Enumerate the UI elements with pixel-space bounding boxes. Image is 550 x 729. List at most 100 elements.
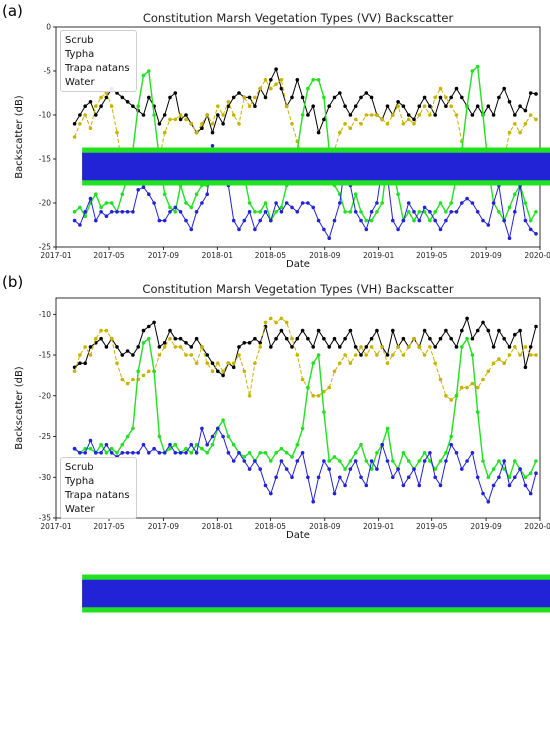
- data-point-scrub: [189, 345, 194, 349]
- data-point-water: [513, 210, 517, 214]
- data-point-water: [242, 218, 247, 223]
- y-tick-label: -15: [39, 155, 51, 164]
- data-point-scrub: [316, 130, 321, 135]
- data-point-typha: [78, 122, 82, 126]
- x-tick-label: 2019-09: [470, 251, 502, 260]
- data-point-typha: [422, 104, 427, 108]
- data-point-trapa-natans: [99, 442, 103, 447]
- data-point-typha: [491, 361, 496, 365]
- data-point-scrub: [507, 345, 512, 349]
- y-tick-label: -10: [39, 310, 51, 319]
- data-point-scrub: [200, 126, 204, 130]
- data-point-trapa-natans: [460, 345, 464, 349]
- data-point-trapa-natans: [210, 442, 215, 447]
- data-point-scrub: [125, 349, 130, 353]
- legend: Scrub Typha Trapa natans Water: [60, 457, 550, 613]
- data-point-trapa-natans: [136, 104, 140, 108]
- data-point-typha: [253, 95, 257, 100]
- data-point-water: [99, 210, 103, 214]
- data-point-trapa-natans: [306, 86, 310, 91]
- data-point-water: [120, 451, 125, 455]
- data-point-trapa-natans: [300, 113, 305, 117]
- data-point-trapa-natans: [513, 192, 517, 196]
- data-point-scrub: [253, 336, 257, 341]
- data-point-typha: [406, 117, 411, 122]
- data-point-water: [518, 467, 522, 471]
- data-point-water: [502, 459, 507, 463]
- data-point-typha: [396, 345, 400, 349]
- x-tick-label: 2019-09: [470, 522, 502, 531]
- data-point-scrub: [486, 104, 491, 108]
- data-point-trapa-natans: [497, 210, 501, 214]
- data-point-water: [284, 201, 289, 205]
- data-point-trapa-natans: [375, 210, 379, 214]
- data-point-water: [364, 227, 369, 232]
- x-tick-label: 2018-05: [255, 251, 287, 260]
- data-point-typha: [72, 369, 77, 374]
- data-point-typha: [444, 394, 448, 398]
- data-point-water: [523, 218, 528, 223]
- data-point-typha: [428, 345, 432, 349]
- data-point-typha: [72, 135, 77, 139]
- data-point-water: [528, 227, 533, 232]
- data-point-trapa-natans: [104, 451, 109, 455]
- data-point-scrub: [147, 95, 151, 100]
- data-point-trapa-natans: [147, 69, 151, 73]
- data-point-scrub: [497, 95, 501, 100]
- data-point-typha: [412, 336, 416, 341]
- data-point-typha: [348, 361, 353, 365]
- data-point-scrub: [353, 104, 358, 108]
- data-point-trapa-natans: [168, 446, 172, 451]
- data-point-typha: [284, 320, 289, 325]
- data-point-water: [83, 210, 87, 214]
- legend-label: Water: [65, 76, 95, 88]
- data-point-water: [422, 459, 427, 463]
- data-point-typha: [454, 113, 459, 117]
- data-point-scrub: [210, 361, 215, 365]
- y-axis-label: Backscatter (dB): [14, 366, 25, 450]
- data-point-water: [391, 475, 395, 480]
- data-point-water: [253, 227, 257, 232]
- x-tick-label: 2018-01: [202, 522, 234, 531]
- data-point-water: [83, 451, 87, 455]
- data-point-scrub: [470, 113, 475, 117]
- y-tick-label: -10: [39, 111, 51, 120]
- data-point-typha: [216, 361, 220, 365]
- data-point-typha: [375, 113, 379, 117]
- data-point-typha: [83, 113, 87, 117]
- data-point-trapa-natans: [141, 341, 146, 345]
- data-point-scrub: [327, 345, 332, 349]
- data-point-scrub: [438, 95, 443, 100]
- data-point-trapa-natans: [481, 459, 485, 463]
- data-point-scrub: [332, 95, 337, 100]
- data-point-water: [194, 210, 199, 214]
- data-point-water: [332, 218, 337, 223]
- data-point-trapa-natans: [369, 467, 374, 471]
- data-point-water: [253, 459, 257, 463]
- data-point-water: [412, 467, 416, 471]
- data-point-typha: [359, 345, 363, 349]
- data-point-water: [221, 434, 225, 439]
- data-point-typha: [465, 385, 469, 390]
- data-point-trapa-natans: [120, 442, 125, 447]
- data-point-trapa-natans: [465, 104, 469, 108]
- data-point-typha: [242, 369, 247, 374]
- data-point-typha: [422, 353, 427, 357]
- data-point-trapa-natans: [438, 459, 443, 463]
- data-point-water: [311, 205, 316, 210]
- data-point-scrub: [460, 95, 464, 100]
- data-point-scrub: [502, 336, 507, 341]
- data-point-typha: [147, 369, 151, 374]
- data-point-scrub: [173, 336, 178, 341]
- data-point-scrub: [104, 95, 109, 100]
- data-point-scrub: [348, 113, 353, 117]
- series-line-typha: [74, 317, 536, 401]
- legend-label: Scrub: [65, 34, 94, 46]
- data-point-typha: [258, 345, 263, 349]
- data-point-water: [237, 451, 241, 455]
- data-point-water: [481, 491, 485, 496]
- data-point-water: [449, 210, 454, 214]
- data-point-typha: [168, 336, 172, 341]
- data-point-water: [269, 218, 273, 223]
- data-point-typha: [269, 86, 273, 91]
